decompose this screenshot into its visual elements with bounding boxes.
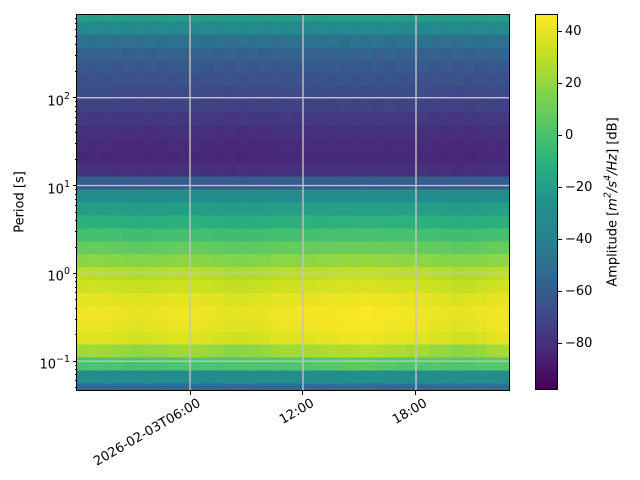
colorbar-tick-label: −80	[565, 335, 593, 351]
y-major-tick	[72, 185, 77, 187]
y-minor-tick	[74, 23, 77, 24]
colorbar-tick-label: 40	[565, 23, 582, 39]
y-minor-tick	[74, 158, 77, 160]
y-tick-label: 101	[47, 178, 70, 197]
y-minor-tick	[74, 231, 77, 232]
y-minor-tick	[74, 55, 77, 57]
y-minor-tick	[74, 299, 77, 301]
x-tick-label: 2026-02-03T06:00	[91, 396, 204, 470]
y-minor-tick	[74, 193, 77, 195]
y-minor-tick	[74, 35, 77, 37]
y-major-tick	[72, 360, 77, 362]
y-tick-label: 102	[47, 90, 70, 110]
y-major-tick	[72, 272, 77, 274]
y-minor-tick	[74, 374, 77, 376]
colorbar-tick	[557, 31, 562, 33]
colorbar-tick	[557, 135, 562, 137]
x-major-tick	[302, 390, 304, 395]
y-minor-tick	[74, 292, 77, 294]
heatmap-plot-area	[75, 13, 510, 391]
y-minor-tick	[74, 132, 77, 134]
y-minor-tick	[74, 276, 77, 278]
y-axis-label: Period [s]	[12, 171, 28, 233]
y-minor-tick	[74, 101, 77, 103]
spectrogram-heatmap	[76, 14, 509, 390]
y-minor-tick	[74, 198, 77, 200]
y-tick-label: 100	[47, 266, 70, 285]
y-minor-tick	[74, 123, 77, 125]
y-minor-tick	[74, 387, 77, 389]
colorbar-gradient	[535, 14, 557, 389]
y-minor-tick	[74, 369, 77, 371]
y-minor-tick	[74, 380, 77, 382]
x-tick-label: 12:00	[276, 396, 317, 428]
colorbar-tick	[557, 291, 562, 293]
y-minor-tick	[74, 364, 77, 366]
y-minor-tick	[74, 307, 77, 309]
y-minor-tick	[74, 189, 77, 190]
y-minor-tick	[74, 28, 77, 30]
y-minor-tick	[74, 105, 77, 107]
y-minor-tick	[74, 246, 77, 248]
y-minor-tick	[74, 70, 77, 72]
y-minor-tick	[74, 204, 77, 206]
y-minor-tick	[74, 116, 77, 118]
x-major-tick	[415, 390, 417, 395]
y-major-tick	[72, 97, 77, 99]
y-minor-tick	[74, 281, 77, 283]
colorbar-tick-label: 20	[565, 75, 582, 91]
y-minor-tick	[74, 286, 77, 288]
y-minor-tick	[74, 334, 77, 336]
y-minor-tick	[74, 318, 77, 320]
colorbar	[534, 13, 558, 390]
y-minor-tick	[74, 110, 77, 112]
x-major-tick	[189, 390, 191, 395]
y-minor-tick	[74, 143, 77, 145]
x-tick-label: 18:00	[389, 396, 430, 428]
colorbar-tick-label: 0	[565, 127, 574, 143]
colorbar-tick-label: −60	[565, 283, 593, 299]
colorbar-tick-label: −20	[565, 179, 593, 195]
colorbar-tick	[557, 187, 562, 189]
y-minor-tick	[74, 211, 77, 213]
y-minor-tick	[74, 220, 77, 221]
colorbar-axis-label: Amplitude [m2/s4/Hz] [dB]	[602, 117, 621, 287]
colorbar-tick	[557, 83, 562, 85]
y-minor-tick	[74, 18, 77, 19]
colorbar-tick	[557, 239, 562, 241]
colorbar-tick-label: −40	[565, 231, 593, 247]
colorbar-tick	[557, 343, 562, 345]
y-minor-tick	[74, 44, 77, 46]
y-tick-label: 10−1	[39, 354, 70, 373]
